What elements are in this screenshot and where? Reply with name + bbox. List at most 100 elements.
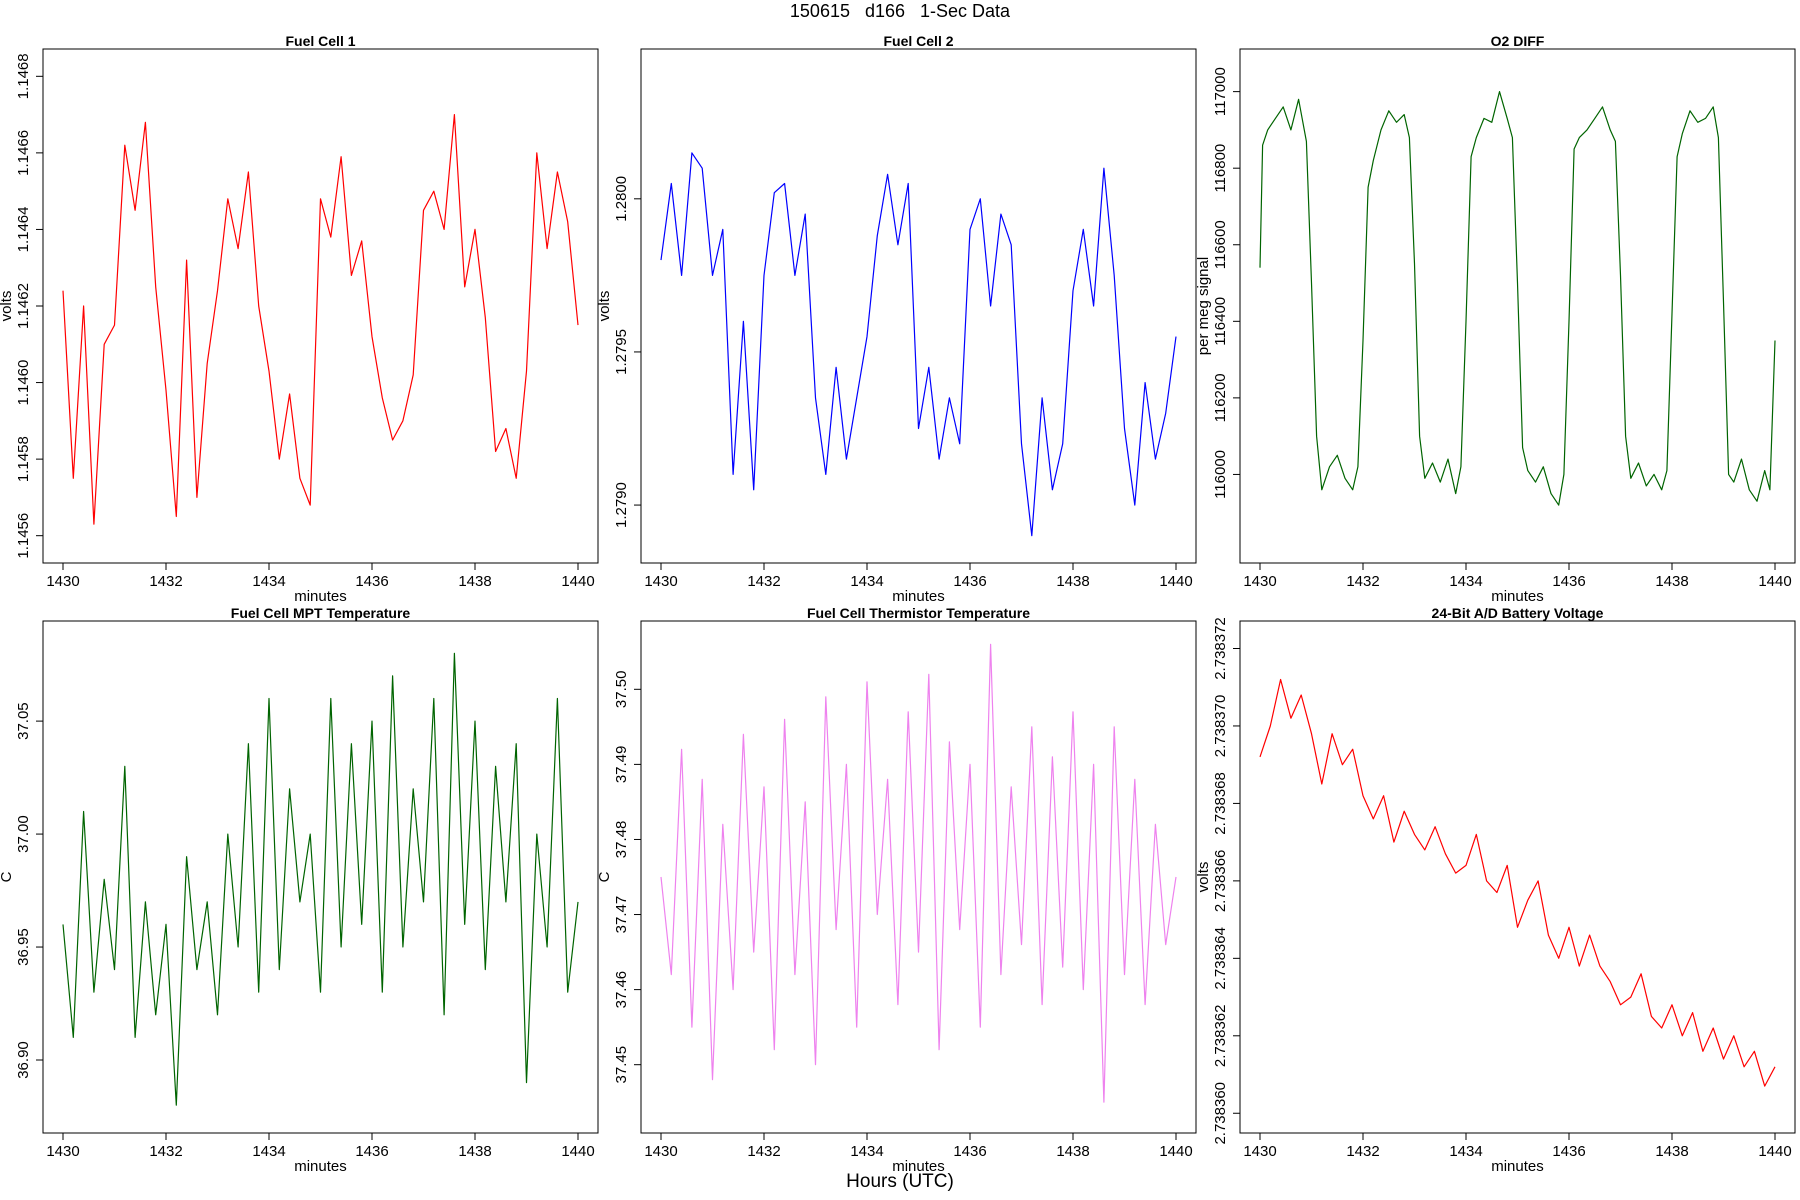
y-axis-label: per meg signal — [1195, 257, 1212, 355]
plot-frame — [1239, 48, 1796, 564]
x-tick-label: 1434 — [850, 573, 883, 590]
y-tick-label: 2.738360 — [1212, 1082, 1229, 1145]
y-tick-label: 116600 — [1212, 220, 1229, 269]
y-tick-label: 37.45 — [613, 1046, 630, 1084]
x-tick-label: 1440 — [1758, 573, 1791, 590]
x-tick-label: 1440 — [561, 1143, 594, 1160]
x-tick-label: 1436 — [1552, 1143, 1585, 1160]
series-line — [1259, 678, 1776, 1087]
y-tick-label: 1.1456 — [15, 513, 32, 559]
chart-panel-5: Fuel Cell Thermistor Temperature 1430 1432… — [596, 605, 1197, 1175]
chart-panel-4: Fuel Cell MPT Temperature 1430 1432 1434 143… — [0, 605, 599, 1175]
x-tick-label: 1430 — [1243, 573, 1276, 590]
x-tick-label: 1438 — [458, 573, 491, 590]
x-tick-label: 1430 — [46, 1143, 79, 1160]
x-tick-label: 1434 — [252, 1143, 285, 1160]
chart-title: O2 DIFF — [1491, 33, 1545, 49]
x-tick-label: 1436 — [953, 573, 986, 590]
y-tick-label: 116000 — [1212, 450, 1229, 499]
y-tick-label: 2.738368 — [1212, 772, 1229, 835]
x-tick-label: 1440 — [561, 573, 594, 590]
x-tick-label: 1436 — [355, 573, 388, 590]
series-line — [1259, 90, 1776, 506]
x-tick-label: 1438 — [1056, 573, 1089, 590]
chart-panel-6: 24-Bit A/D Battery Voltage 1430 1432 1434 14… — [1195, 605, 1796, 1175]
y-tick-label: 37.05 — [15, 702, 32, 740]
x-axis-label: minutes — [1491, 588, 1544, 605]
x-tick-label: 1438 — [1655, 1143, 1688, 1160]
chart-title: Fuel Cell 1 — [285, 33, 355, 49]
plot-frame — [42, 620, 599, 1134]
x-tick-label: 1436 — [953, 1143, 986, 1160]
y-tick-label: 2.738372 — [1212, 617, 1229, 680]
y-tick-label: 37.48 — [613, 821, 630, 859]
chart-title: Fuel Cell 2 — [883, 33, 953, 49]
x-tick-label: 1440 — [1159, 1143, 1192, 1160]
y-axis-label: C — [596, 871, 613, 882]
x-axis-label: minutes — [294, 1158, 347, 1175]
y-tick-label: 37.46 — [613, 971, 630, 1009]
plot-frame — [42, 48, 599, 564]
y-tick-label: 1.1462 — [15, 283, 32, 329]
y-tick-label: 1.2800 — [613, 176, 630, 222]
y-tick-label: 2.738362 — [1212, 1005, 1229, 1068]
chart-panel-2: Fuel Cell 2 1430 1432 1434 1436 1438 1440 minut… — [596, 33, 1197, 605]
x-tick-label: 1438 — [1056, 1143, 1089, 1160]
y-tick-label: 1.1460 — [15, 360, 32, 406]
x-tick-label: 1432 — [149, 1143, 182, 1160]
plot-frame — [640, 620, 1197, 1134]
y-tick-label: 37.47 — [613, 896, 630, 934]
y-tick-label: 36.90 — [15, 1041, 32, 1079]
y-tick-label: 116200 — [1212, 373, 1229, 422]
y-tick-label: 2.738366 — [1212, 850, 1229, 913]
plot-frame — [1239, 620, 1796, 1134]
y-tick-label: 37.00 — [15, 815, 32, 853]
y-tick-label: 37.50 — [613, 671, 630, 709]
y-tick-label: 1.1458 — [15, 436, 32, 482]
series-line — [660, 643, 1177, 1103]
series-line — [660, 152, 1177, 537]
x-tick-label: 1430 — [46, 573, 79, 590]
y-tick-label: 116800 — [1212, 144, 1229, 193]
x-axis-label: minutes — [294, 588, 347, 605]
x-tick-label: 1438 — [458, 1143, 491, 1160]
x-axis-label: minutes — [892, 588, 945, 605]
chart-title: Fuel Cell Thermistor Temperature — [807, 605, 1030, 621]
x-tick-label: 1430 — [1243, 1143, 1276, 1160]
y-tick-label: 1.1464 — [15, 206, 32, 252]
y-axis-label: volts — [596, 291, 613, 322]
y-axis-label: volts — [0, 291, 15, 322]
x-tick-label: 1440 — [1758, 1143, 1791, 1160]
y-tick-label: 37.49 — [613, 746, 630, 784]
series-line — [62, 652, 579, 1106]
x-tick-label: 1432 — [1346, 1143, 1379, 1160]
y-tick-label: 2.738364 — [1212, 927, 1229, 990]
x-tick-label: 1436 — [1552, 573, 1585, 590]
x-tick-label: 1434 — [1449, 1143, 1482, 1160]
x-tick-label: 1432 — [149, 573, 182, 590]
x-tick-label: 1430 — [644, 573, 677, 590]
x-tick-label: 1430 — [644, 1143, 677, 1160]
y-tick-label: 1.2795 — [613, 329, 630, 375]
y-tick-label: 1.1466 — [15, 130, 32, 176]
y-tick-label: 2.738370 — [1212, 695, 1229, 758]
chart-title: 24-Bit A/D Battery Voltage — [1432, 605, 1604, 621]
y-axis-label: volts — [1195, 862, 1212, 893]
x-tick-label: 1440 — [1159, 573, 1192, 590]
y-tick-label: 116400 — [1212, 297, 1229, 346]
plot-frame — [640, 48, 1197, 564]
chart-panel-1: Fuel Cell 1 1430 1432 1434 1436 1438 1440 minut… — [0, 33, 599, 605]
x-tick-label: 1436 — [355, 1143, 388, 1160]
x-tick-label: 1434 — [1449, 573, 1482, 590]
figure-xlabel: Hours (UTC) — [846, 1171, 954, 1192]
x-tick-label: 1432 — [747, 573, 780, 590]
x-axis-label: minutes — [892, 1158, 945, 1175]
x-axis-label: minutes — [1491, 1158, 1544, 1175]
x-tick-label: 1438 — [1655, 573, 1688, 590]
x-tick-label: 1432 — [1346, 573, 1379, 590]
x-tick-label: 1432 — [747, 1143, 780, 1160]
y-tick-label: 117000 — [1212, 67, 1229, 116]
chart-title: Fuel Cell MPT Temperature — [231, 605, 411, 621]
